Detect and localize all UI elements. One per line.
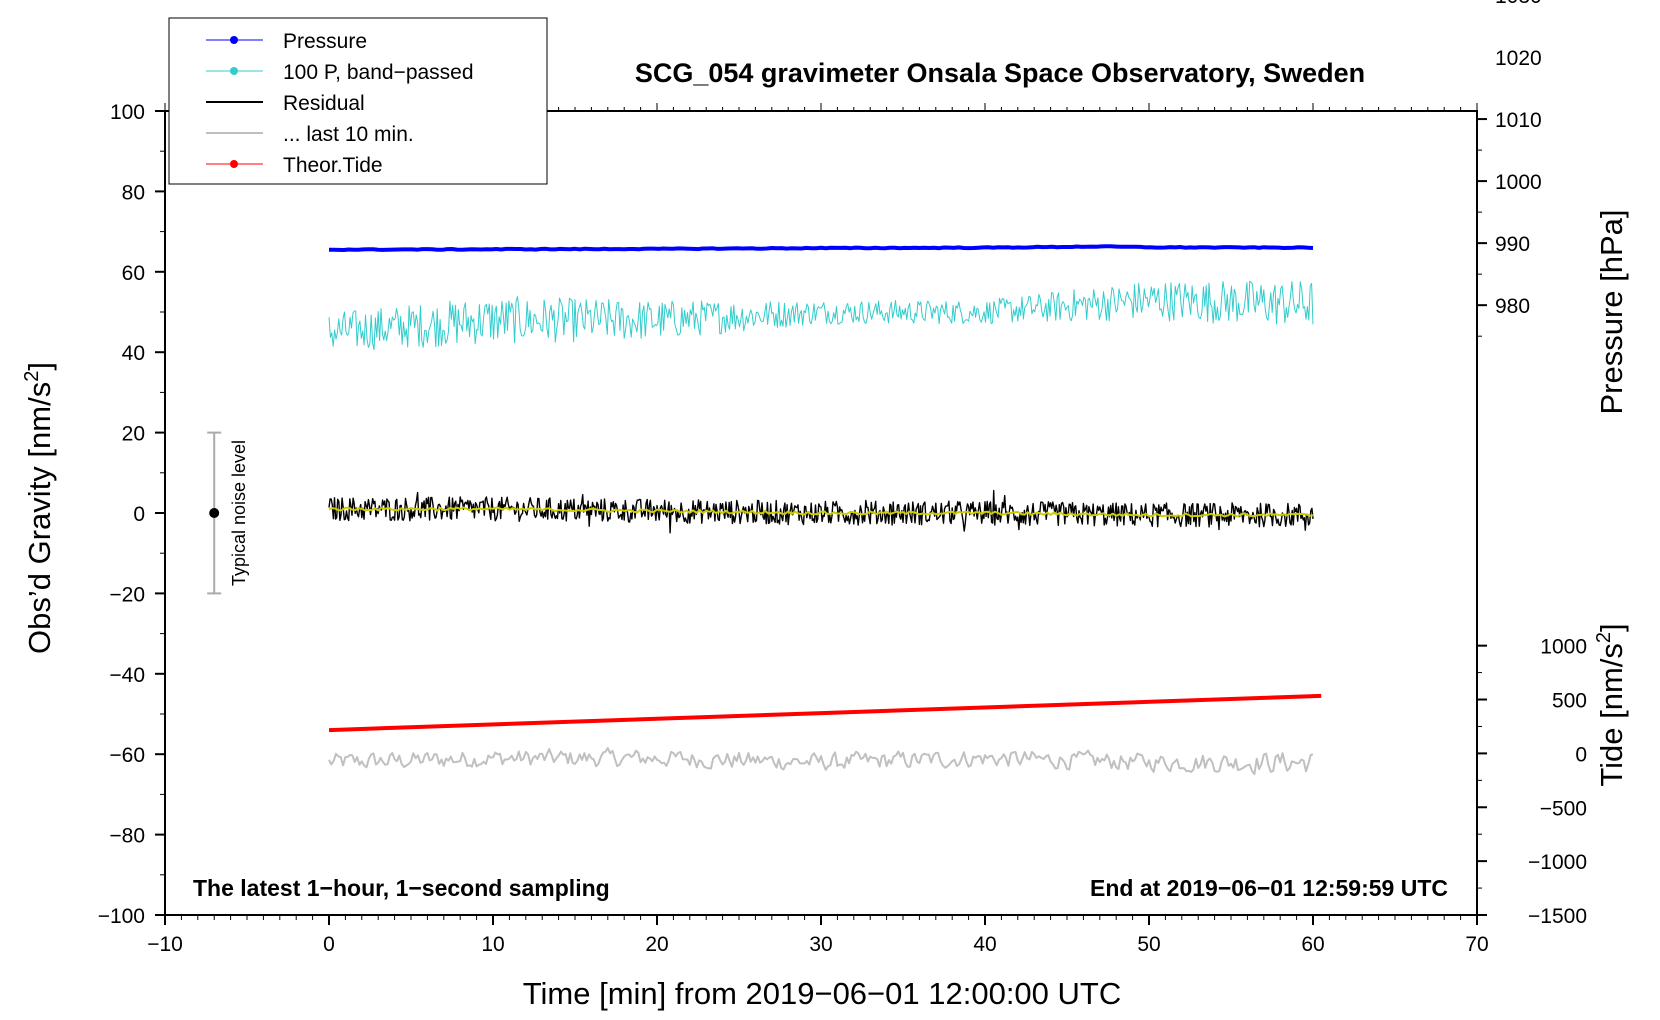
legend-marker: [230, 160, 238, 168]
y-axis-label-main: Obs’d Gravity [nm/s: [22, 382, 57, 654]
tide-tick-label: −1000: [1528, 851, 1587, 874]
tide-tick-label: −1500: [1528, 905, 1587, 928]
y-axis-label-end: ]: [22, 362, 57, 371]
chart-title: SCG_054 gravimeter Onsala Space Observat…: [635, 58, 1365, 88]
series-pressure-bandpassed: [328, 280, 1314, 351]
x-tick-label: 50: [1137, 933, 1160, 956]
annotation-bottom-left: The latest 1−hour, 1−second sampling: [193, 875, 610, 901]
y-tick-label: 20: [122, 423, 145, 446]
pressure-tick-label: 980: [1495, 295, 1530, 318]
annotation-bottom-right: End at 2019−06−01 12:59:59 UTC: [1090, 875, 1448, 901]
y-tick-label: 80: [122, 181, 145, 204]
noise-indicator-label: Typical noise level: [229, 440, 249, 586]
tide-tick-label: 0: [1575, 743, 1587, 766]
legend-label: Theor.Tide: [283, 154, 383, 177]
legend: Pressure 100 P, band−passed Residual ... la…: [168, 17, 548, 185]
series-theoretical-tide: [328, 693, 1322, 733]
tide-axis-label-end: ]: [1594, 623, 1629, 632]
pressure-tick-label: 990: [1495, 233, 1530, 256]
series-residual-filtered: [328, 506, 1314, 518]
pressure-tick-label: 1030: [1495, 0, 1542, 8]
y-axis-label-sup: 2: [21, 371, 43, 382]
x-tick-label: 10: [481, 933, 504, 956]
legend-label: ... last 10 min.: [283, 123, 414, 146]
legend-label: 100 P, band−passed: [283, 61, 474, 84]
x-tick-label: 20: [645, 933, 668, 956]
legend-marker: [230, 36, 238, 44]
noise-center-dot: [209, 508, 220, 518]
x-tick-label: 70: [1465, 933, 1488, 956]
tide-tick-label: −500: [1540, 797, 1587, 820]
tide-tick-label: 500: [1552, 690, 1587, 713]
x-tick-label: 40: [973, 933, 996, 956]
x-tick-label: −10: [147, 933, 183, 956]
y-tick-label: 0: [133, 503, 145, 526]
pressure-tick-label: 1000: [1495, 171, 1542, 194]
y-tick-label: 100: [110, 101, 145, 124]
pressure-tick-label: 1020: [1495, 47, 1542, 70]
legend-marker: [230, 67, 238, 75]
x-tick-label: 30: [809, 933, 832, 956]
axis-tick-labels: −10 0 10 20 30 40 50 60 70−100−80−60−40−20020406…: [98, 0, 1587, 956]
x-tick-label: 0: [323, 933, 335, 956]
y-tick-label: −100: [98, 905, 145, 928]
tide-axis-label-sup: 2: [1593, 632, 1615, 643]
tide-tick-label: 1000: [1540, 636, 1587, 659]
noise-indicator: [207, 431, 222, 595]
y-tick-label: 40: [122, 342, 145, 365]
legend-label: Pressure: [283, 30, 367, 53]
plot-series: [328, 244, 1322, 775]
y-tick-label: −60: [109, 744, 145, 767]
tide-axis-label-main: Tide [nm/s: [1594, 643, 1629, 787]
pressure-tick-label: 1010: [1495, 109, 1542, 132]
y-tick-label: 60: [122, 262, 145, 285]
pressure-axis-label: Pressure [hPa]: [1594, 209, 1629, 414]
y-tick-label: −80: [109, 825, 145, 848]
y-axis-label: Obs’d Gravity [nm/s2]: [21, 362, 57, 654]
y-tick-label: −20: [109, 583, 145, 606]
y-tick-label: −40: [109, 664, 145, 687]
tide-axis-label: Tide [nm/s2]: [1593, 623, 1629, 786]
series-last-10-min: [328, 747, 1314, 775]
series-pressure: [329, 244, 1314, 252]
x-axis-label: Time [min] from 2019−06−01 12:00:00 UTC: [523, 976, 1122, 1011]
x-tick-label: 60: [1301, 933, 1324, 956]
legend-label: Residual: [283, 92, 365, 115]
